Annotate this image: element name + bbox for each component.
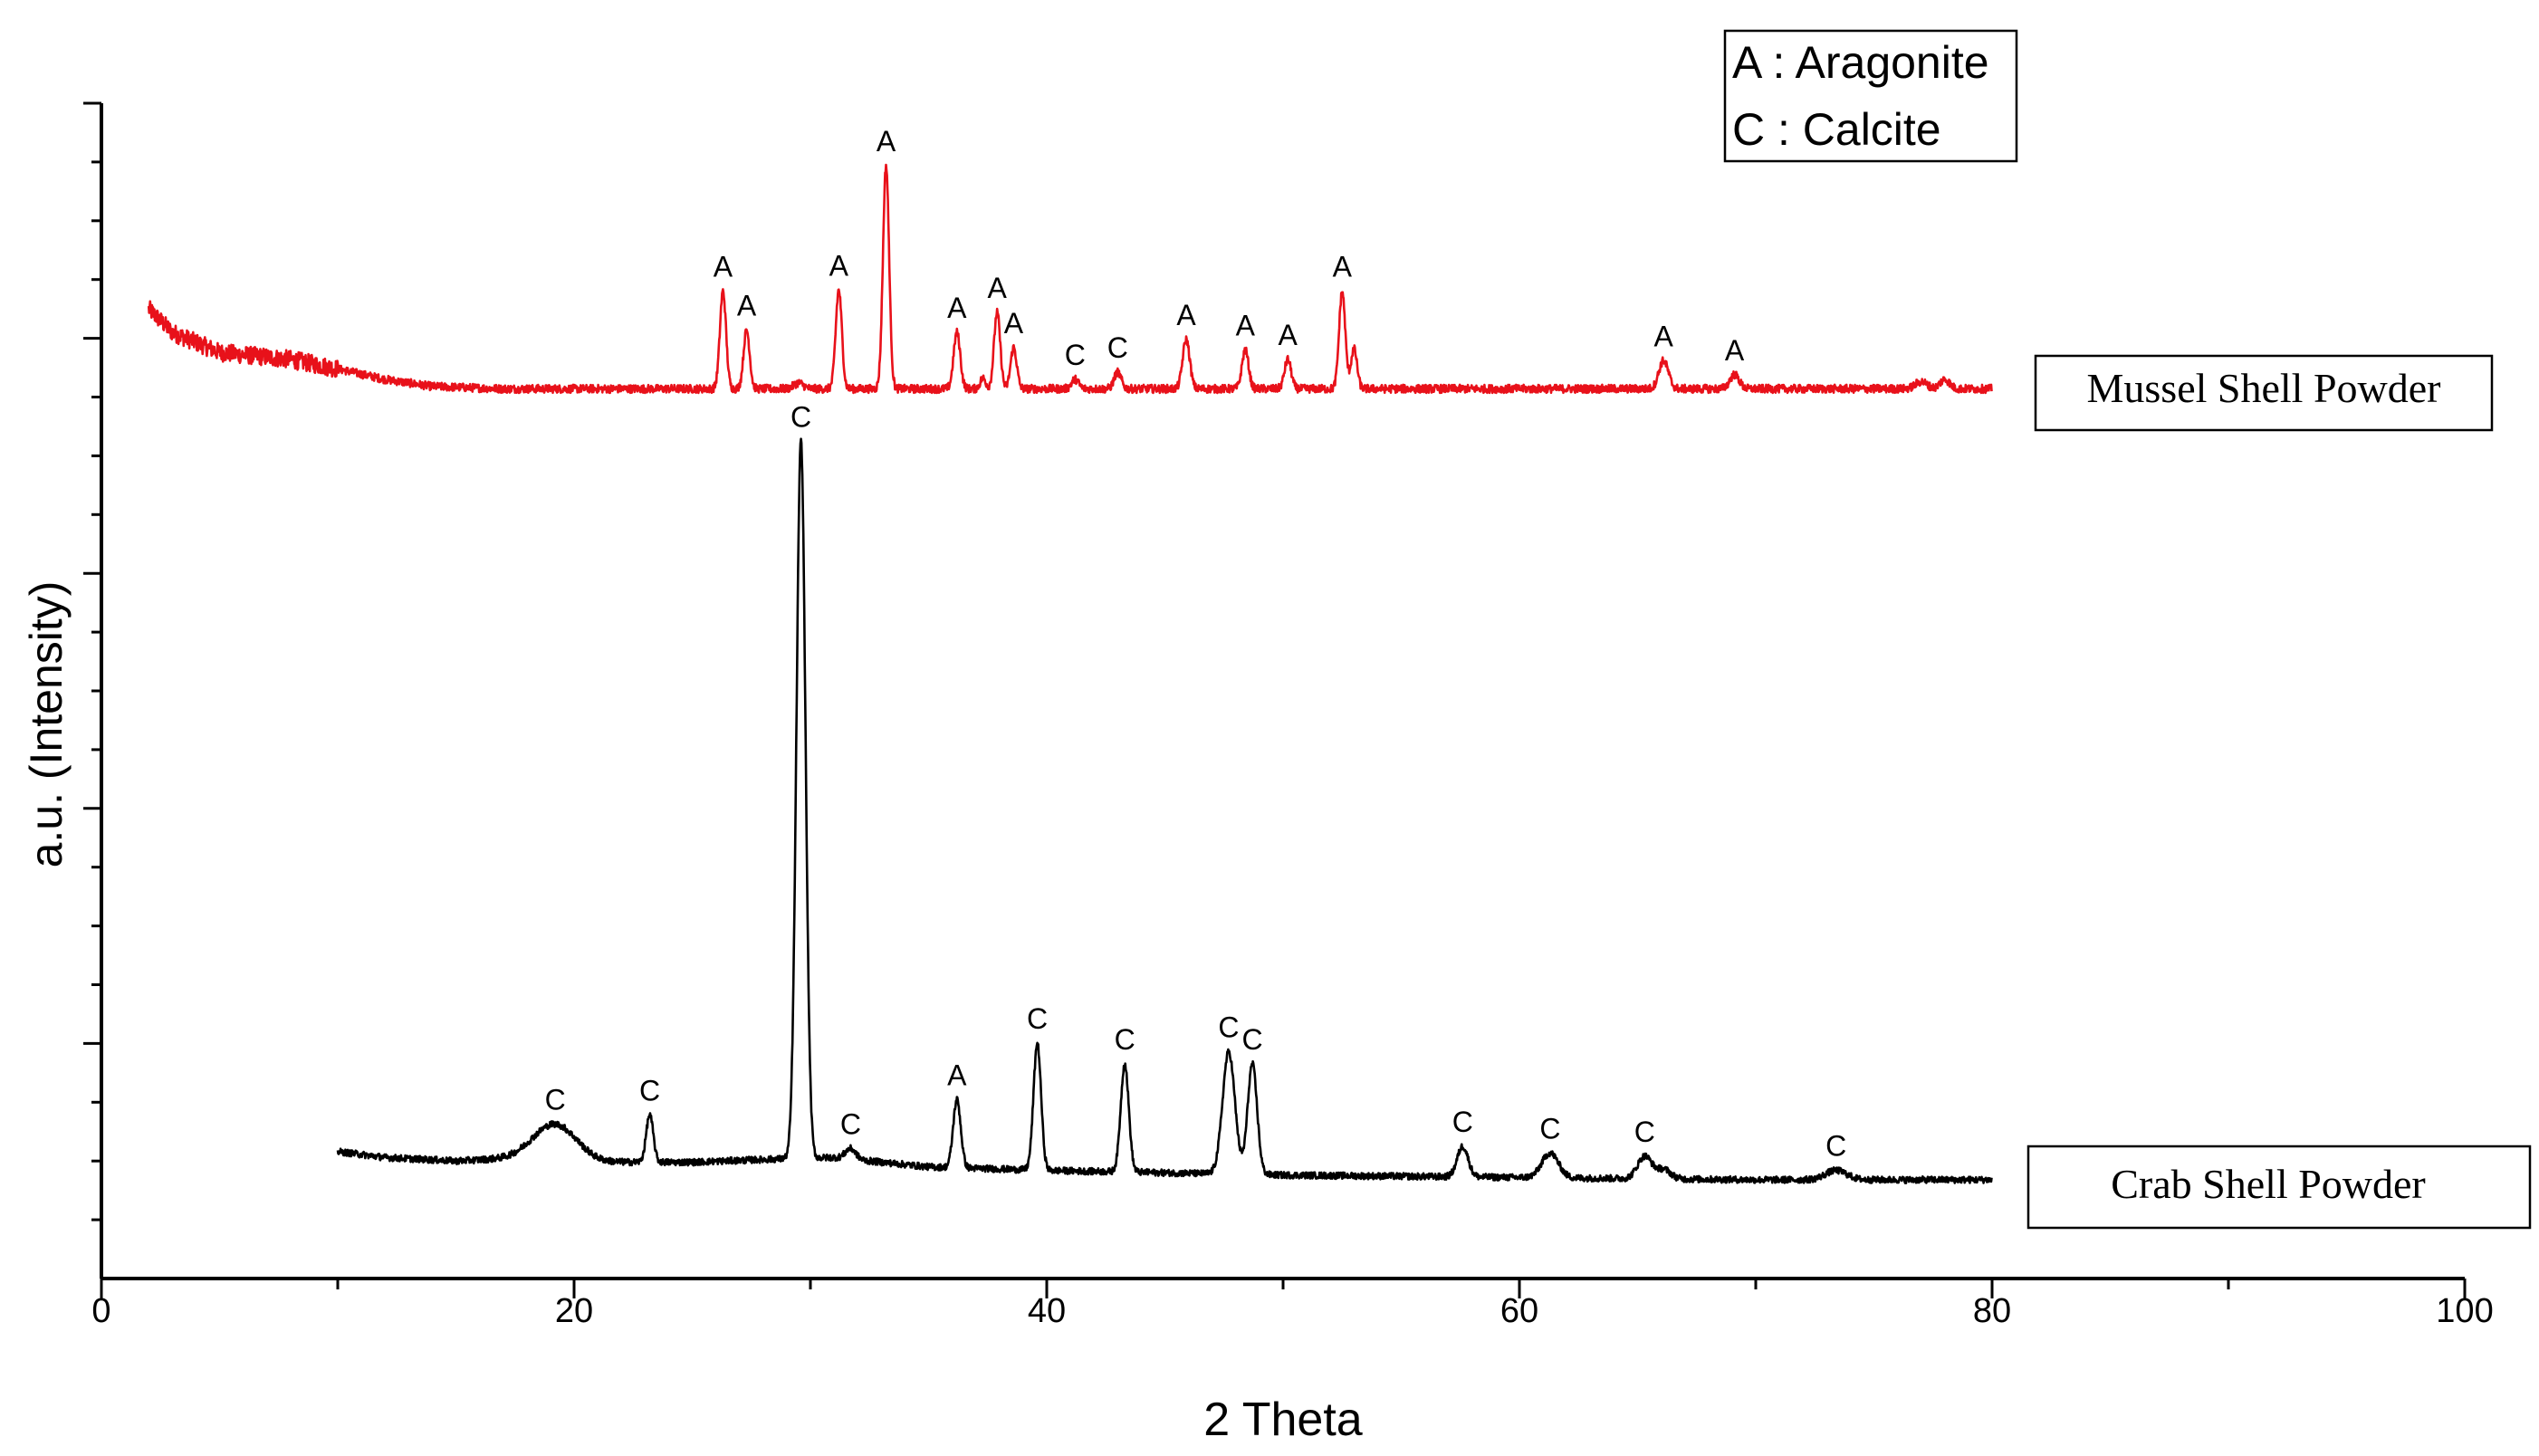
- peak-label: A: [829, 249, 849, 282]
- peak-label: C: [1539, 1112, 1560, 1145]
- series-line-mussel: [147, 163, 1993, 395]
- peak-label: C: [1242, 1023, 1263, 1056]
- series-label-box-mussel: [2034, 354, 2494, 432]
- peak-label: C: [639, 1075, 660, 1107]
- peak-label: A: [988, 272, 1008, 304]
- series-label-text-mussel: Mussel Shell Powder: [2087, 365, 2441, 411]
- legend-entry-aragonite: A : Aragonite: [1732, 37, 1989, 88]
- series-label-box-crab: [2026, 1145, 2532, 1230]
- peak-label: C: [1452, 1106, 1473, 1138]
- x-tick-label: 100: [2436, 1292, 2493, 1330]
- peak-label: A: [947, 292, 967, 324]
- peak-label: C: [1218, 1011, 1239, 1044]
- x-tick-label: 20: [555, 1292, 593, 1330]
- peak-label: C: [1027, 1002, 1048, 1035]
- y-axis-label: a.u. (Intensity): [21, 581, 72, 868]
- series-layer: [147, 163, 1993, 1184]
- x-tick-label: 40: [1028, 1292, 1066, 1330]
- peak-label: A: [714, 251, 733, 283]
- x-tick-label: 80: [1973, 1292, 2011, 1330]
- peak-label: A: [1725, 334, 1745, 367]
- series-line-crab: [336, 437, 1993, 1184]
- series-label-mussel: Mussel Shell Powder: [2034, 354, 2494, 432]
- peak-label: A: [947, 1058, 967, 1091]
- peak-label: C: [1634, 1116, 1655, 1148]
- x-tick-labels: 0 20 40 60 80 100: [91, 1292, 2493, 1330]
- legend-box: [1723, 29, 2018, 163]
- peak-label: A: [1236, 310, 1256, 342]
- peak-label: A: [1333, 251, 1353, 283]
- x-tick-label: 60: [1500, 1292, 1538, 1330]
- peak-label: A: [1004, 307, 1024, 340]
- peak-label: C: [545, 1083, 566, 1116]
- legend-entry-calcite: C : Calcite: [1732, 104, 1941, 155]
- legend: A : Aragonite C : Calcite: [1723, 29, 2018, 163]
- tick-marks: [83, 101, 2467, 1298]
- peak-label: A: [1279, 319, 1298, 351]
- peak-label: C: [1115, 1023, 1135, 1056]
- peak-label: A: [877, 125, 896, 158]
- peak-label: A: [1654, 320, 1674, 352]
- axes: [83, 101, 2467, 1298]
- x-tick-label: 0: [91, 1292, 110, 1330]
- peak-label: A: [737, 290, 757, 322]
- peak-label: C: [1825, 1130, 1846, 1163]
- peak-label: C: [790, 400, 811, 433]
- series-label-crab: Crab Shell Powder: [2026, 1145, 2532, 1230]
- series-label-text-crab: Crab Shell Powder: [2111, 1161, 2426, 1207]
- peak-label: C: [1065, 339, 1086, 371]
- x-axis-label: 2 Theta: [1203, 1394, 1362, 1446]
- peak-label: A: [1176, 299, 1196, 331]
- peak-label: C: [1107, 331, 1128, 364]
- peak-label: C: [840, 1107, 861, 1140]
